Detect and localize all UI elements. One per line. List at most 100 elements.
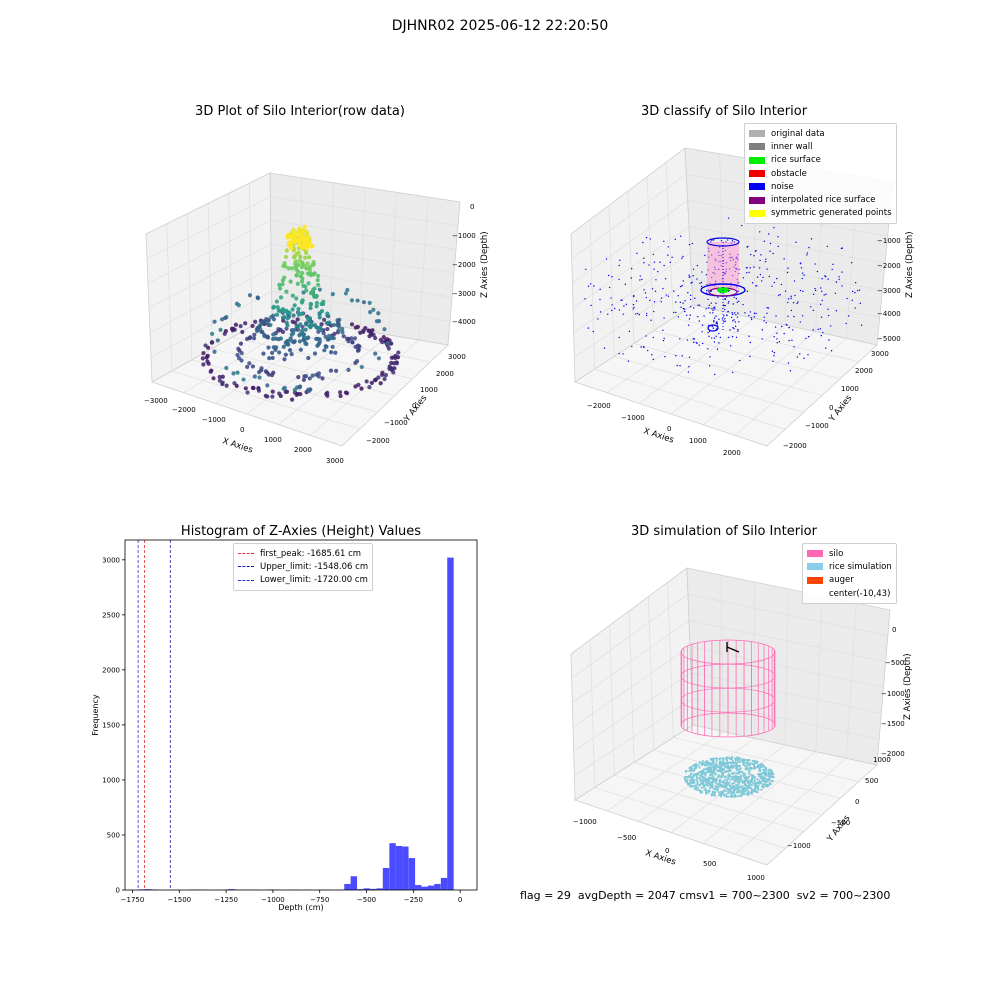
raw-point (388, 341, 393, 346)
histogram-x-tick-label: −250 (404, 896, 423, 904)
raw-point (283, 352, 288, 357)
raw-point (209, 368, 214, 373)
raw-point (312, 294, 317, 299)
legend-swatch (807, 563, 823, 571)
noise-point (736, 301, 738, 304)
noise-point (715, 322, 717, 325)
panel1-z-ticks: 0 −1000 −2000 −3000 −4000 (452, 203, 476, 326)
rice-point (712, 760, 715, 763)
raw-point (303, 374, 309, 379)
raw-point (217, 378, 222, 383)
noise-point (773, 281, 776, 284)
noise-point (737, 290, 739, 292)
noise-point (734, 321, 736, 323)
rice-point (751, 788, 754, 792)
panel1-x-axis-label: X Axies (221, 436, 254, 455)
raw-point (316, 273, 321, 279)
noise-point (624, 283, 627, 286)
legend-item-noise: noise (749, 180, 892, 193)
noise-point (727, 310, 729, 313)
raw-point (341, 334, 346, 339)
noise-point (729, 345, 732, 347)
rice-point (736, 787, 739, 790)
rice-point (763, 783, 766, 786)
noise-point (794, 294, 796, 297)
noise-point (707, 298, 709, 301)
noise-point (814, 289, 817, 292)
rice-point (708, 765, 711, 769)
noise-point (687, 371, 690, 373)
rice-point (718, 782, 721, 785)
noise-point (667, 246, 669, 248)
noise-point (690, 282, 692, 284)
noise-point (659, 261, 661, 263)
rice-point (767, 775, 770, 778)
rice-point (703, 785, 706, 789)
noise-point (732, 320, 734, 322)
noise-point (753, 316, 755, 318)
rice-point (727, 764, 730, 768)
raw-point (340, 326, 345, 332)
noise-point (768, 233, 770, 235)
noise-point (746, 290, 749, 293)
raw-point (350, 340, 355, 345)
noise-point (663, 337, 665, 340)
noise-point (639, 275, 641, 277)
rice-point (762, 779, 765, 782)
rice-point (741, 786, 744, 789)
noise-point (688, 356, 691, 358)
rice-point (748, 786, 751, 790)
noise-point (796, 302, 798, 305)
rice-point (727, 791, 730, 795)
noise-point (733, 312, 736, 314)
rice-point (708, 763, 711, 766)
raw-point (291, 255, 297, 260)
panel4-x-tick: −1000 (573, 818, 597, 826)
rice-point (728, 757, 731, 760)
noise-point (767, 307, 770, 309)
raw-point (298, 237, 304, 242)
panel1-y-tick: 0 (412, 402, 416, 410)
noise-point (732, 313, 734, 316)
raw-point (210, 340, 215, 345)
rice-point (702, 772, 705, 775)
raw-point (281, 344, 286, 349)
raw-point (281, 386, 286, 391)
noise-point (748, 271, 750, 274)
noise-point (763, 316, 765, 319)
rice-point (712, 757, 716, 760)
raw-point (288, 336, 293, 341)
noise-point (807, 335, 810, 338)
raw-point (308, 305, 313, 311)
noise-point (618, 336, 620, 339)
noise-point (593, 285, 595, 287)
legend-item-lower-limit: Lower_limit: -1720.00 cm (238, 574, 368, 587)
rice-point (701, 775, 704, 778)
rice-point (730, 786, 733, 789)
raw-point (316, 374, 321, 379)
noise-point (828, 339, 830, 341)
noise-point (632, 308, 635, 310)
noise-point (651, 288, 654, 290)
rice-point (747, 775, 751, 778)
noise-point (710, 302, 712, 304)
noise-point (711, 325, 714, 327)
raw-point (340, 330, 345, 335)
noise-point (825, 347, 827, 349)
noise-point (704, 254, 706, 257)
panel2-y-tick: −1000 (805, 422, 829, 430)
noise-point (772, 360, 774, 362)
legend-swatch (807, 576, 823, 584)
rice-point (740, 759, 743, 762)
noise-point (686, 314, 688, 317)
rice-point (762, 776, 765, 779)
noise-point (652, 358, 654, 361)
noise-point (645, 335, 647, 337)
rice-point (741, 780, 745, 783)
raw-point (282, 357, 287, 362)
raw-point (396, 350, 401, 355)
raw-point (302, 241, 307, 247)
rice-point (756, 760, 759, 763)
panel1-x-tick: 2000 (294, 446, 312, 454)
histogram-bar (427, 885, 435, 890)
